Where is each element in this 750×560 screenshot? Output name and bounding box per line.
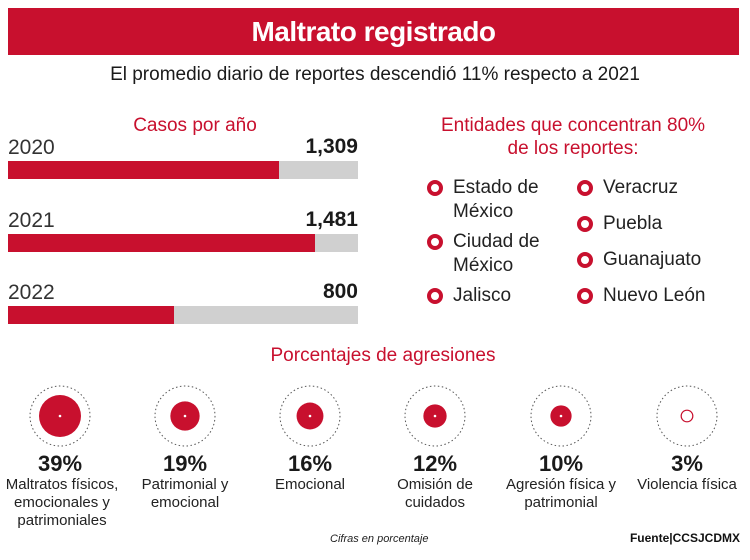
- year-label: 2022: [8, 281, 55, 304]
- bar-fill: [8, 161, 280, 179]
- percent-circle: [29, 385, 91, 447]
- bar-track: [8, 234, 358, 252]
- percent-circle: [530, 385, 592, 447]
- percent-value: 16%: [287, 451, 333, 476]
- subtitle: El promedio diario de reportes descendió…: [110, 64, 640, 85]
- percent-label: Omisión de cuidados: [397, 476, 473, 511]
- ring-icon: [577, 252, 593, 268]
- entities-title: Entidades que concentran 80% de los repo…: [440, 115, 706, 159]
- bar-fill: [8, 234, 315, 252]
- ring-icon: [577, 180, 593, 196]
- entity-item: Ciudad de México: [427, 230, 557, 278]
- percent-label: Maltratos físicos, emocionales y patrimo…: [5, 476, 119, 529]
- entity-item: Guanajuato: [577, 248, 737, 272]
- bar-track: [8, 306, 358, 324]
- bar-track: [8, 161, 358, 179]
- percent-value: 39%: [37, 451, 83, 476]
- entity-item: Nuevo León: [577, 284, 737, 308]
- ring-icon: [427, 288, 443, 304]
- page-title: Maltrato registrado: [8, 8, 739, 55]
- count-label: 1,309: [305, 135, 358, 158]
- entity-item: Estado de México: [427, 176, 557, 224]
- entity-item: Puebla: [577, 212, 737, 236]
- year-label: 2020: [8, 136, 55, 159]
- count-label: 800: [322, 280, 358, 303]
- percent-label: Violencia física: [637, 476, 737, 493]
- percent-circle: [154, 385, 216, 447]
- footnote: Cifras en porcentaje: [330, 533, 429, 545]
- percent-disc: [680, 409, 694, 423]
- cases-title: Casos por año: [133, 115, 257, 136]
- aggressions-title: Porcentajes de agresiones: [270, 345, 496, 366]
- percent-value: 12%: [412, 451, 458, 476]
- ring-icon: [577, 288, 593, 304]
- entity-item: Veracruz: [577, 176, 737, 200]
- ring-icon: [427, 234, 443, 250]
- percent-circle: [656, 385, 718, 447]
- percent-circle: [404, 385, 466, 447]
- source-label: Fuente|CCSJCDMX: [629, 531, 740, 545]
- percent-value: 10%: [538, 451, 584, 476]
- count-label: 1,481: [305, 208, 358, 231]
- ring-icon: [427, 180, 443, 196]
- year-label: 2021: [8, 209, 55, 232]
- percent-label: Emocional: [274, 476, 346, 493]
- percent-circle: [279, 385, 341, 447]
- entity-item: Jalisco: [427, 284, 557, 308]
- percent-label: Agresión física y patrimonial: [505, 476, 617, 511]
- percent-value: 19%: [162, 451, 208, 476]
- percent-label: Patrimonial y emocional: [141, 476, 229, 511]
- bar-fill: [8, 306, 174, 324]
- percent-value: 3%: [671, 451, 703, 476]
- ring-icon: [577, 216, 593, 232]
